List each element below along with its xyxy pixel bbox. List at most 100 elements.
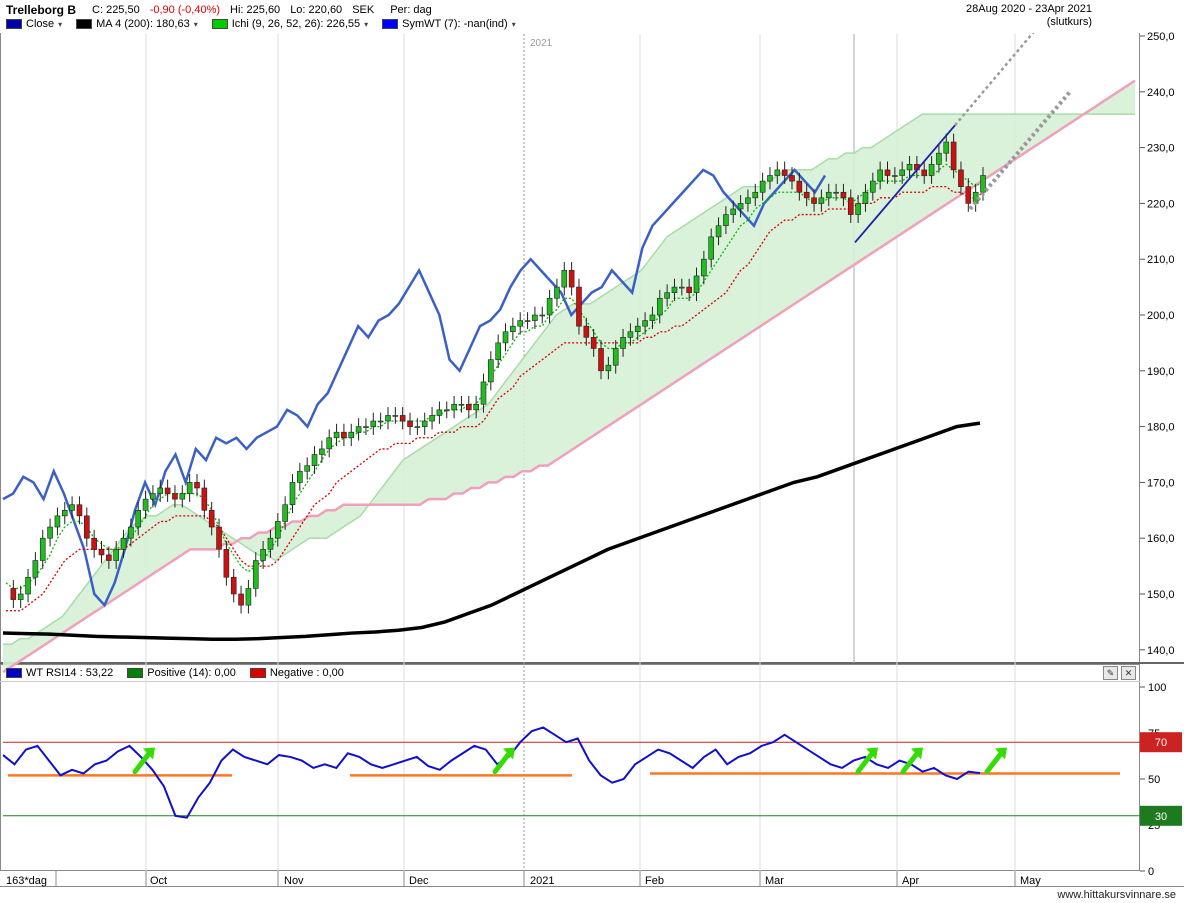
candle-body bbox=[928, 164, 935, 176]
candle-body bbox=[796, 180, 803, 193]
candle-body bbox=[157, 487, 164, 494]
legend-swatch bbox=[76, 19, 93, 29]
chevron-down-icon[interactable]: ▾ bbox=[58, 19, 63, 29]
candle-body bbox=[47, 526, 53, 539]
arrow-up-right-icon bbox=[132, 747, 155, 775]
legend-label: Positive (14): 0,00 bbox=[147, 667, 236, 679]
candle-body bbox=[950, 141, 957, 171]
candle-body bbox=[451, 403, 457, 411]
candle-body bbox=[715, 225, 722, 238]
candle-body bbox=[429, 415, 435, 422]
candle-body bbox=[392, 415, 399, 417]
candle-body bbox=[223, 549, 230, 578]
candle-body bbox=[341, 431, 347, 439]
candle-body bbox=[443, 409, 450, 412]
candle-body bbox=[943, 141, 950, 154]
candle-body bbox=[39, 537, 46, 561]
arrow-up-right-icon bbox=[855, 747, 878, 775]
candle-body bbox=[230, 576, 237, 595]
chevron-down-icon[interactable]: ▾ bbox=[364, 19, 369, 29]
year-marker: 2021 bbox=[530, 38, 553, 49]
legend-swatch bbox=[6, 668, 22, 678]
candle-body bbox=[598, 348, 604, 372]
candle-body bbox=[862, 191, 869, 204]
chevron-down-icon[interactable]: ▾ bbox=[193, 19, 198, 29]
candle-body bbox=[590, 337, 597, 349]
candle-body bbox=[965, 186, 972, 204]
x-tick-label: Oct bbox=[150, 875, 167, 887]
y-tick-label: 160,0 bbox=[1147, 533, 1175, 545]
low-value: Lo: 220,60 bbox=[290, 4, 343, 16]
watermark: www.hittakursvinnare.se bbox=[1057, 889, 1176, 901]
candle-body bbox=[730, 208, 737, 215]
candle-body bbox=[899, 169, 905, 176]
arrow-head bbox=[143, 747, 155, 760]
candle-body bbox=[25, 576, 31, 595]
legend-rsi[interactable]: WT RSI14 : 53,22 bbox=[6, 667, 113, 679]
x-tick-label: Feb bbox=[645, 875, 664, 887]
y-tick-label: 190,0 bbox=[1147, 366, 1175, 378]
legend-ma200[interactable]: MA 4 (200): 180,63 ▾ bbox=[76, 18, 198, 30]
arrow-shaft bbox=[855, 751, 875, 775]
x-tick-label: Dec bbox=[409, 875, 429, 887]
arrow-up-right-icon bbox=[492, 747, 515, 775]
y-tick-label: 240,0 bbox=[1147, 87, 1175, 99]
legend-negative[interactable]: Negative : 0,00 bbox=[249, 667, 344, 679]
projection-line bbox=[968, 90, 1072, 211]
candle-body bbox=[267, 537, 274, 550]
rsi-y-tick-label: 0 bbox=[1148, 866, 1154, 878]
candle-body bbox=[855, 203, 861, 215]
candle-body bbox=[370, 420, 377, 427]
candle-body bbox=[517, 320, 524, 327]
candle-body bbox=[576, 286, 582, 327]
candle-body bbox=[781, 169, 788, 176]
legend-symwt[interactable]: SymWT (7): -nan(ind) ▾ bbox=[382, 18, 516, 30]
rsi-y-tick-label: 50 bbox=[1148, 774, 1160, 786]
quote-row: Trelleborg B C: 225,50 -0,90 (-0,40%) Hi… bbox=[6, 3, 442, 17]
candle-body bbox=[32, 560, 39, 578]
candle-body bbox=[524, 320, 531, 322]
candle-body bbox=[414, 426, 421, 428]
candle-body bbox=[355, 426, 362, 433]
candle-body bbox=[892, 175, 898, 177]
candle-body bbox=[348, 431, 355, 439]
candle-body bbox=[532, 314, 538, 321]
candle-body bbox=[495, 342, 501, 360]
change-value: -0,90 (-0,40%) bbox=[149, 4, 221, 16]
y-tick-label: 210,0 bbox=[1147, 254, 1175, 266]
candle-body bbox=[840, 191, 847, 199]
candle-body bbox=[289, 482, 296, 506]
x-tick-label: Nov bbox=[284, 875, 304, 887]
candle-body bbox=[818, 197, 825, 204]
rsi-panel-frame bbox=[0, 664, 1140, 871]
legend-ichimoku[interactable]: Ichi (9, 26, 52, 26): 226,55 ▾ bbox=[211, 18, 369, 30]
high-value: Hi: 225,60 bbox=[230, 4, 281, 16]
arrow-shaft bbox=[900, 751, 920, 775]
trendline bbox=[854, 124, 956, 244]
legend-label: Negative : 0,00 bbox=[269, 667, 344, 679]
candle-body bbox=[186, 482, 193, 494]
y-tick-label: 230,0 bbox=[1147, 143, 1175, 155]
legend-swatch bbox=[249, 668, 266, 678]
candle-body bbox=[568, 270, 575, 288]
candle-body bbox=[458, 403, 465, 406]
candle-body bbox=[10, 588, 17, 600]
arrow-head bbox=[911, 747, 923, 760]
legend-positive[interactable]: Positive (14): 0,00 bbox=[127, 667, 236, 679]
arrow-shaft bbox=[132, 751, 152, 775]
close-icon[interactable]: ✕ bbox=[1121, 666, 1136, 680]
wrench-icon[interactable]: ✎ bbox=[1103, 666, 1118, 680]
candle-body bbox=[634, 325, 641, 333]
chevron-down-icon[interactable]: ▾ bbox=[511, 19, 516, 29]
legend-close[interactable]: Close ▾ bbox=[6, 18, 62, 30]
candle-body bbox=[17, 593, 24, 600]
candle-body bbox=[906, 164, 913, 171]
panel-toolbar: ✎ ✕ bbox=[1103, 666, 1136, 680]
candle-body bbox=[142, 498, 149, 511]
candle-body bbox=[135, 509, 142, 528]
candle-body bbox=[921, 169, 928, 176]
arrow-shaft bbox=[492, 751, 512, 775]
stock-title: Trelleborg B bbox=[6, 3, 77, 17]
candle-body bbox=[488, 359, 494, 383]
